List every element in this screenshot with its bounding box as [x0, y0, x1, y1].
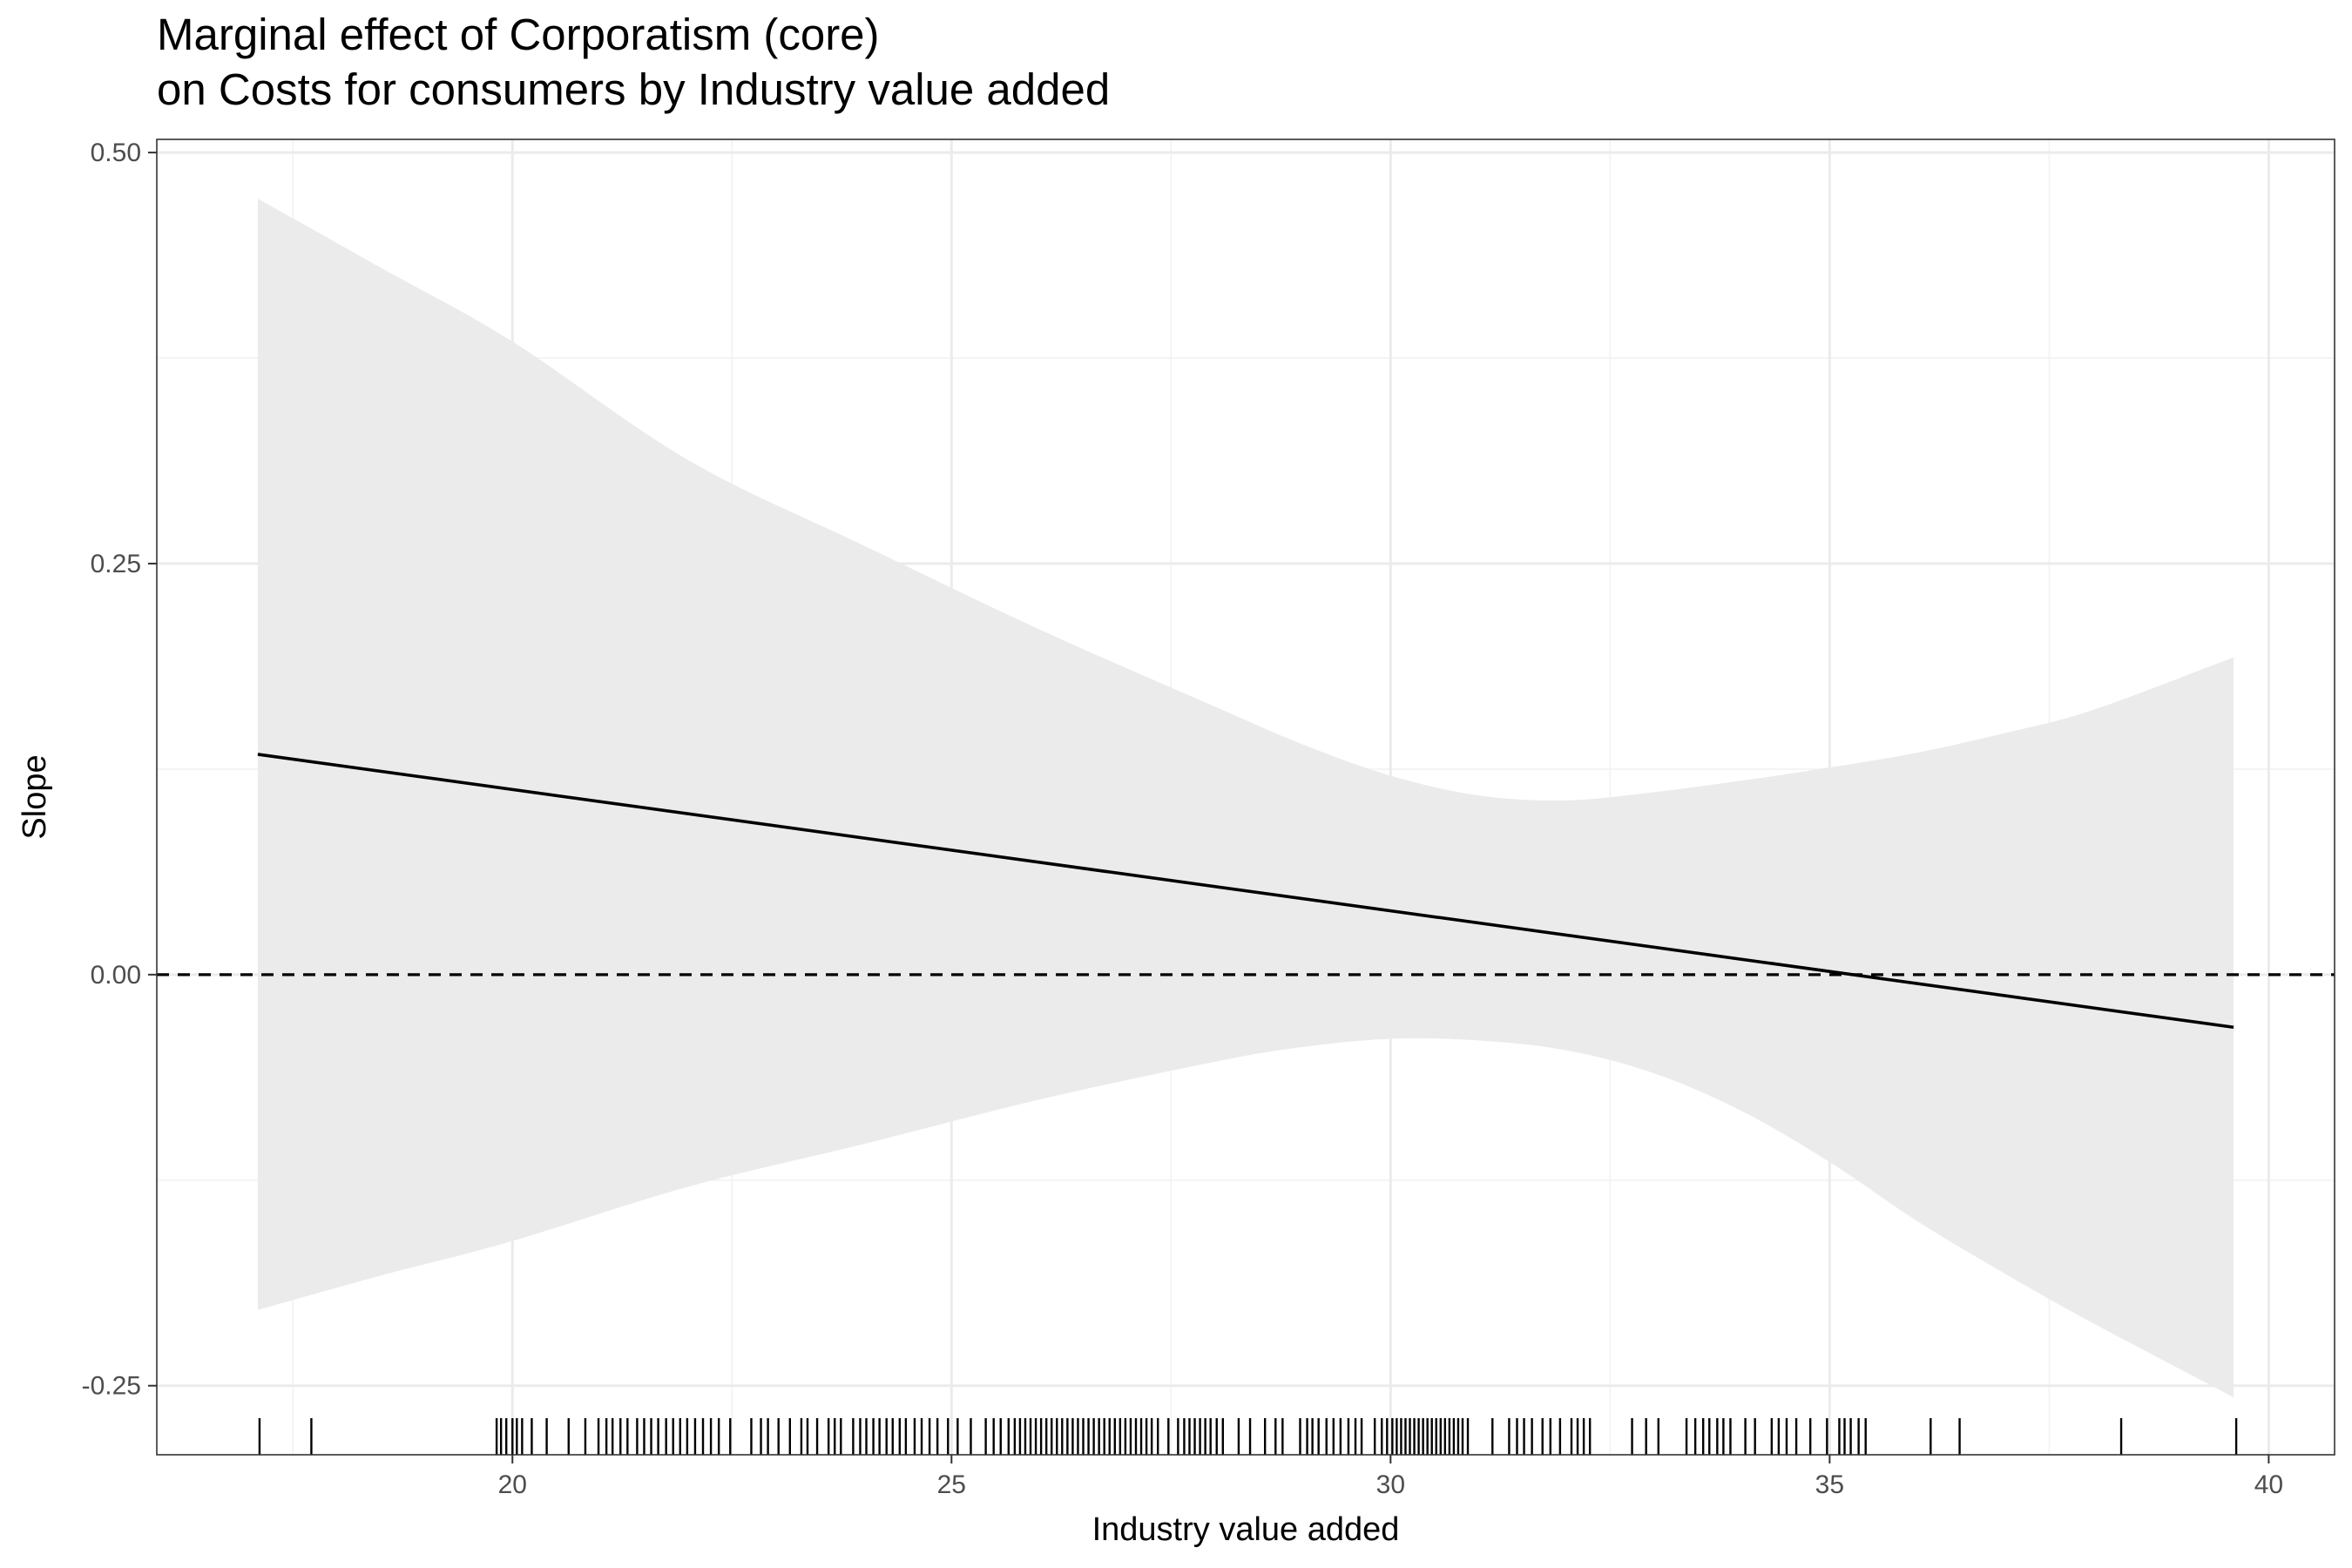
- confidence-band: [257, 198, 2234, 1397]
- y-axis-title: Slope: [17, 754, 53, 839]
- y-axis: -0.25 0.00 0.25 0.50: [82, 139, 157, 1401]
- rug-marks: [258, 1418, 2238, 1455]
- x-axis: 20 25 30 35 40: [498, 1455, 2283, 1499]
- x-tick-label: 35: [1815, 1470, 1844, 1499]
- slope-line: [257, 753, 2234, 1030]
- y-tick-label: -0.25: [82, 1372, 141, 1401]
- plot-panel-border: [156, 139, 2335, 1456]
- y-tick-label: 0.50: [91, 139, 141, 167]
- y-tick-label: 0.25: [91, 550, 141, 578]
- chart-title-line-1: Marginal effect of Corporatism (core): [157, 10, 880, 59]
- x-tick-label: 30: [1376, 1470, 1405, 1499]
- x-tick-label: 25: [937, 1470, 966, 1499]
- x-tick-label: 20: [498, 1470, 527, 1499]
- y-tick-label: 0.00: [91, 961, 141, 990]
- chart-title-line-2: on Costs for consumers by Industry value…: [157, 64, 1110, 114]
- x-axis-title: Industry value added: [1092, 1511, 1400, 1548]
- x-tick-label: 40: [2254, 1470, 2283, 1499]
